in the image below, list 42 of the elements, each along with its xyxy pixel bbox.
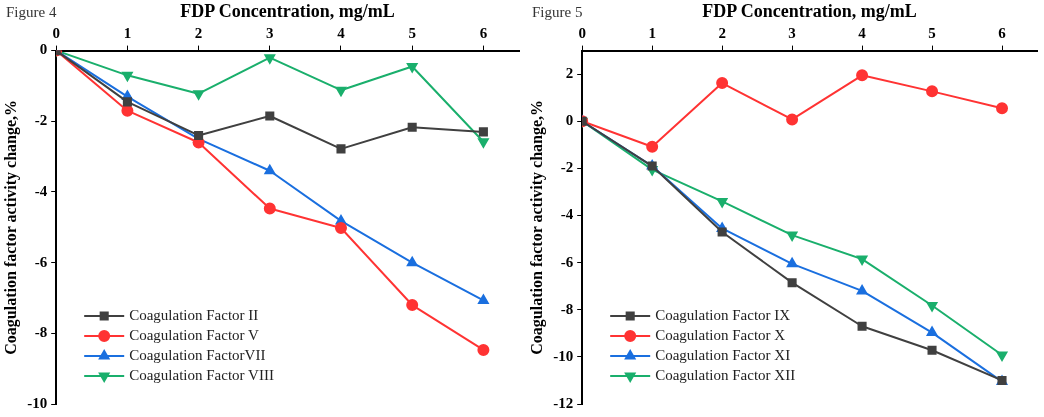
caption: Figure 5 xyxy=(532,4,583,21)
y-axis-title: Coagulation factor activity change,% xyxy=(527,99,546,355)
x-tick-label: 3 xyxy=(266,25,274,42)
y-tick-label: 0 xyxy=(39,41,48,58)
x-tick-label: 5 xyxy=(928,25,936,42)
x-tick-label: 5 xyxy=(408,25,416,42)
x-axis-title: FDP Concentration, mg/mL xyxy=(702,1,917,22)
y-tick-label: -4 xyxy=(560,206,574,223)
legend-label: Coagulation Factor IX xyxy=(655,306,791,323)
x-tick-label: 0 xyxy=(52,25,60,42)
x-tick-label: 1 xyxy=(123,25,132,42)
y-tick-label: -6 xyxy=(34,253,48,270)
legend-label: Coagulation Factor V xyxy=(129,326,260,343)
x-tick-label: 6 xyxy=(998,25,1007,42)
x-tick-label: 4 xyxy=(858,25,867,42)
x-tick-label: 3 xyxy=(788,25,796,42)
y-tick-label: -2 xyxy=(34,112,48,129)
x-tick-label: 2 xyxy=(194,25,203,42)
x-axis-title: FDP Concentration, mg/mL xyxy=(180,1,395,22)
y-tick-label: -10 xyxy=(27,394,48,411)
y-tick-label: -2 xyxy=(560,159,574,176)
legend-label: Coagulation Factor XI xyxy=(655,346,791,363)
y-axis-title: Coagulation factor activity change,% xyxy=(1,99,20,355)
caption: Figure 4 xyxy=(6,4,57,21)
legend-label: Coagulation Factor X xyxy=(655,326,786,343)
legend-label: Coagulation Factor VIII xyxy=(129,366,274,383)
x-tick-label: 0 xyxy=(578,25,586,42)
x-tick-label: 6 xyxy=(479,25,488,42)
x-tick-label: 1 xyxy=(648,25,656,42)
y-tick-label: 2 xyxy=(565,65,574,82)
y-tick-label: -10 xyxy=(553,347,574,364)
legend-label: Coagulation Factor XII xyxy=(655,366,796,383)
y-tick-label: 0 xyxy=(565,112,574,129)
y-tick-label: -8 xyxy=(560,300,574,317)
y-tick-label: -4 xyxy=(34,182,48,199)
x-tick-label: 4 xyxy=(337,25,346,42)
y-tick-label: -6 xyxy=(560,253,574,270)
legend-label: Coagulation FactorVII xyxy=(129,346,266,363)
x-tick-label: 2 xyxy=(718,25,726,42)
legend-label: Coagulation Factor II xyxy=(129,306,259,323)
y-tick-label: -12 xyxy=(553,394,574,411)
y-tick-label: -8 xyxy=(34,324,48,341)
